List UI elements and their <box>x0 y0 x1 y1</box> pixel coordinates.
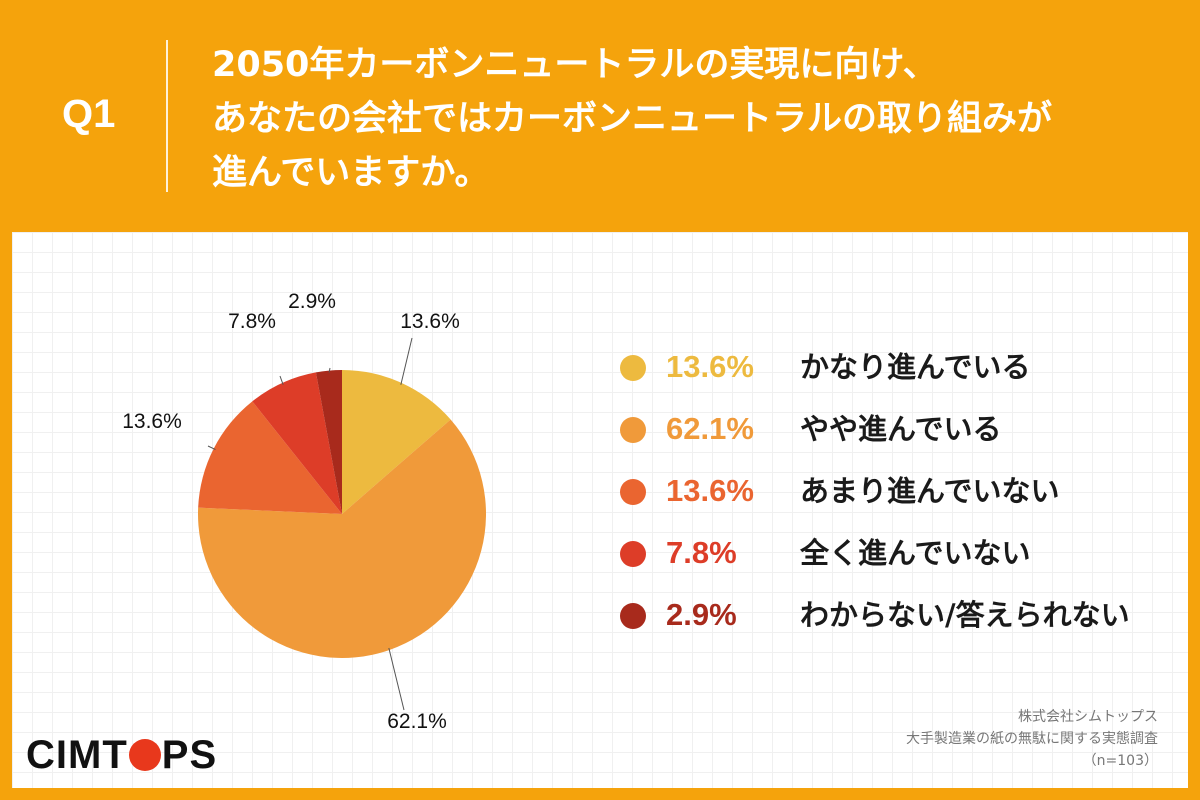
legend-item: 7.8% 全く進んでいない <box>620 533 1180 595</box>
logo-circle-mark <box>128 739 161 771</box>
question-line-1: 2050年カーボンニュートラルの実現に向け、 <box>212 45 938 85</box>
source-company: 株式会社シムトップス <box>1018 709 1158 725</box>
leader-line <box>388 647 405 711</box>
question-line-2: あなたの会社ではカーボンニュートラルの取り組みが <box>212 99 1053 139</box>
data-label: 7.8% <box>228 310 276 333</box>
legend-swatch <box>620 417 646 443</box>
pie-slice <box>198 419 487 658</box>
leader-line <box>207 445 216 450</box>
data-label: 2.9% <box>288 290 336 313</box>
pie-slice <box>198 401 342 514</box>
legend-swatch <box>620 541 646 567</box>
source-survey: 大手製造業の紙の無駄に関する実態調査 <box>906 731 1158 747</box>
legend-percent: 13.6% <box>666 473 754 508</box>
question-text: 2050年カーボンニュートラルの実現に向け、 あなたの会社ではカーボンニュートラ… <box>212 38 1152 200</box>
source-note: 株式会社シムトップス 大手製造業の紙の無駄に関する実態調査 （n=103） <box>906 706 1158 772</box>
pie-slice <box>342 370 451 514</box>
legend-label: やや進んでいる <box>800 412 1002 446</box>
cimtops-logo: CIMT PS <box>26 733 218 777</box>
legend-label: かなり進んでいる <box>800 350 1031 384</box>
legend-percent: 7.8% <box>666 535 737 570</box>
legend: 13.6% かなり進んでいる 62.1% やや進んでいる 13.6% あまり進ん… <box>620 347 1180 657</box>
data-label: 62.1% <box>387 710 447 733</box>
pie-slice <box>315 370 342 514</box>
data-label: 13.6% <box>122 410 182 433</box>
header: Q1 2050年カーボンニュートラルの実現に向け、 あなたの会社ではカーボンニュ… <box>0 0 1200 232</box>
legend-label: あまり進んでいない <box>800 474 1060 508</box>
legend-percent: 2.9% <box>666 597 737 632</box>
legend-item: 62.1% やや進んでいる <box>620 409 1180 471</box>
chart-panel: 13.6% 62.1% 13.6% 7.8% 2.9% 13.6% かなり進んでいる 6… <box>12 232 1188 788</box>
pie-chart: 13.6% 62.1% 13.6% 7.8% 2.9% <box>122 290 487 733</box>
leader-line <box>279 375 284 385</box>
leader-line <box>400 337 413 385</box>
leader-line <box>328 367 331 373</box>
question-line-3: 進んでいますか。 <box>212 153 490 193</box>
legend-item: 13.6% あまり進んでいない <box>620 471 1180 533</box>
legend-label: 全く進んでいない <box>800 536 1031 570</box>
legend-percent: 13.6% <box>666 349 754 384</box>
legend-item: 2.9% わからない/答えられない <box>620 595 1180 657</box>
legend-label: わからない/答えられない <box>800 598 1130 632</box>
pie-slice <box>252 372 342 514</box>
legend-swatch <box>620 603 646 629</box>
source-sample: （n=103） <box>1082 753 1158 769</box>
legend-item: 13.6% かなり進んでいる <box>620 347 1180 409</box>
legend-swatch <box>620 355 646 381</box>
legend-swatch <box>620 479 646 505</box>
header-divider <box>166 40 168 192</box>
data-label: 13.6% <box>400 310 460 333</box>
legend-percent: 62.1% <box>666 411 754 446</box>
question-number: Q1 <box>62 92 116 136</box>
